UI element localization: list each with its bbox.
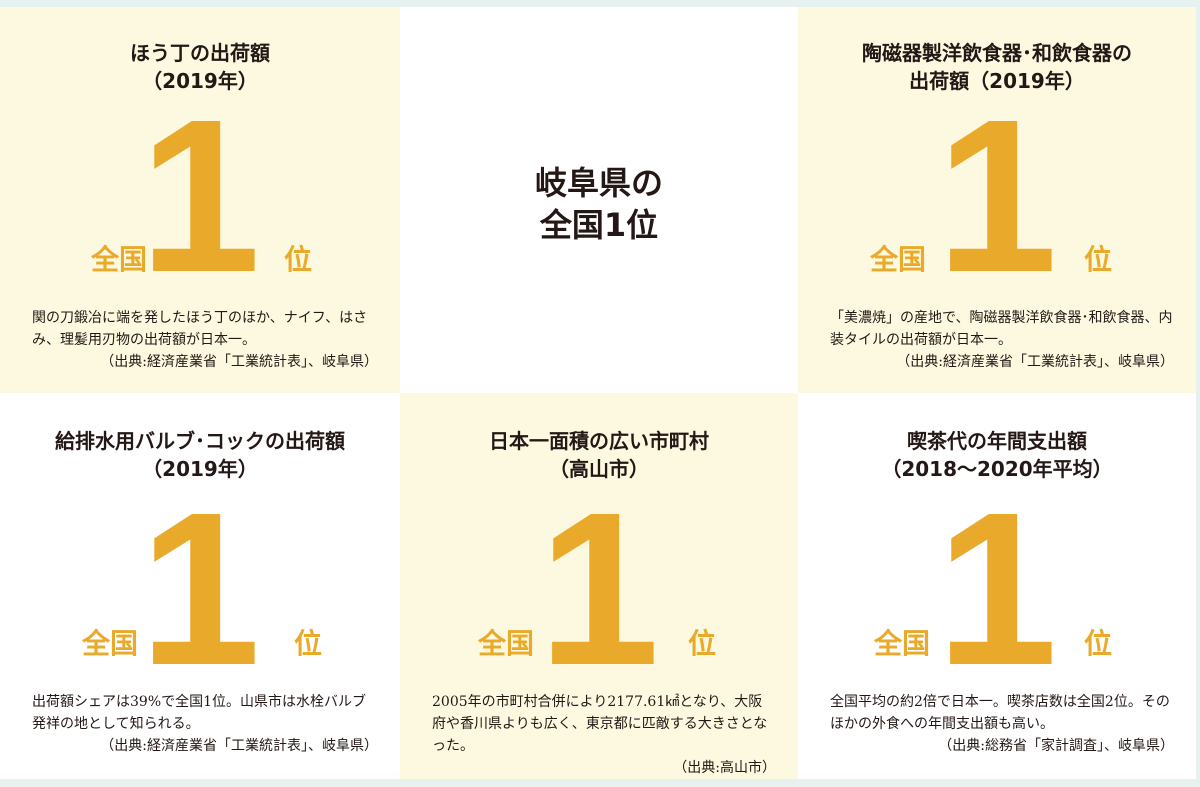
ranking-grid: ほう丁の出荷額 （2019年） 全国 1 位 関の刀鍛冶に端を発したほう丁のほか… [0,7,1196,779]
card-valves: 給排水用バルブ･コックの出荷額 （2019年） 全国 1 位 出荷額シェアは39… [0,393,400,779]
rank-suffix: 位 [1084,243,1113,276]
card-title: 喫茶代の年間支出額 （2018～2020年平均） [881,429,1113,481]
rank-prefix: 全国 [870,243,927,276]
card-source: （出典:高山市） [673,760,776,776]
rank-suffix: 位 [1084,627,1113,660]
rank-prefix: 全国 [478,627,535,660]
rank-prefix: 全国 [874,627,931,660]
card-area: 日本一面積の広い市町村 （高山市） 全国 1 位 2005年の市町村合併により2… [400,393,798,779]
page-title: 岐阜県の 全国1位 [534,164,663,244]
rank-suffix: 位 [294,627,323,660]
card-title: 日本一面積の広い市町村 （高山市） [489,429,709,481]
card-coffee: 喫茶代の年間支出額 （2018～2020年平均） 全国 1 位 全国平均の約2倍… [798,393,1196,779]
rank-number: 1 [936,75,1058,318]
rank-prefix: 全国 [82,627,139,660]
card-source: （出典:経済産業省「工業統計表」、岐阜県） [896,354,1174,370]
center-panel: 岐阜県の 全国1位 [400,7,798,393]
card-knife: ほう丁の出荷額 （2019年） 全国 1 位 関の刀鍛冶に端を発したほう丁のほか… [0,7,400,393]
card-description: 出荷額シェアは39%で全国1位。山県市は水栓バルブ発祥の地として知られる。 （出… [32,691,378,757]
rank-suffix: 位 [284,243,313,276]
card-title: 給排水用バルブ･コックの出荷額 （2019年） [55,429,345,481]
rank-number: 1 [139,468,261,711]
card-description: 全国平均の約2倍で日本一。喫茶店数は全国2位。そのほかの外食への年間支出額も高い… [830,691,1174,757]
card-ceramics: 陶磁器製洋飲食器･和飲食器の 出荷額（2019年） 全国 1 位 「美濃焼」の産… [798,7,1196,393]
card-title: 陶磁器製洋飲食器･和飲食器の 出荷額（2019年） [862,41,1132,93]
card-title: ほう丁の出荷額 （2019年） [130,41,270,93]
card-description: 関の刀鍛冶に端を発したほう丁のほか、ナイフ、はさみ、理髪用刃物の出荷額が日本一。… [32,307,378,373]
rank-number: 1 [139,75,261,318]
card-source: （出典:総務省「家計調査」、岐阜県） [938,738,1174,754]
card-description: 2005年の市町村合併により2177.61㎢となり、大阪府や香川県よりも広く、東… [432,691,776,779]
rank-suffix: 位 [688,627,717,660]
card-description: 「美濃焼」の産地で、陶磁器製洋飲食器･和飲食器、内装タイルの出荷額が日本一。 （… [830,307,1174,373]
card-source: （出典:経済産業省「工業統計表」、岐阜県） [100,738,378,754]
rank-number: 1 [538,468,660,711]
rank-number: 1 [936,468,1058,711]
card-source: （出典:経済産業省「工業統計表」、岐阜県） [100,354,378,370]
rank-prefix: 全国 [91,243,148,276]
